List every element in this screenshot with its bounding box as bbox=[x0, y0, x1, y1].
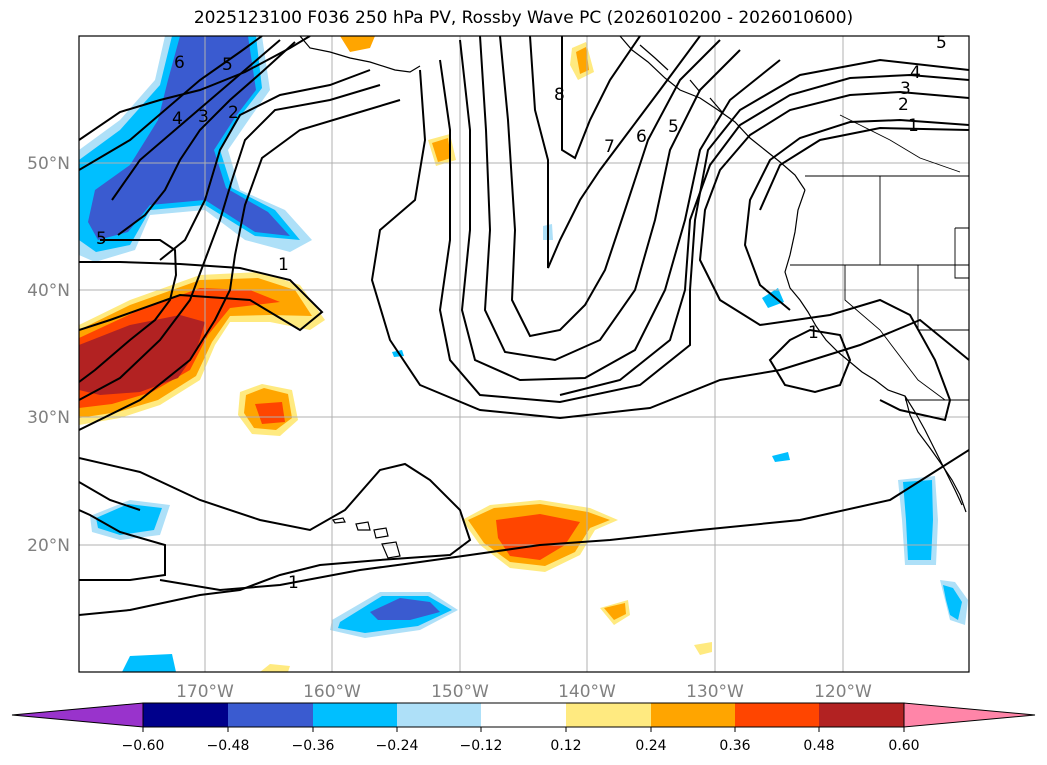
lon-label: 140°W bbox=[558, 682, 616, 702]
positive-anomaly-fills bbox=[79, 36, 712, 672]
contour-label: 1 bbox=[288, 573, 299, 593]
colorbar-extend-high bbox=[903, 702, 1036, 728]
colorbar-extend-low bbox=[11, 702, 144, 728]
contour-label: 5 bbox=[668, 117, 679, 137]
contour-label: 5 bbox=[222, 55, 233, 75]
contour-label: 1 bbox=[908, 116, 919, 136]
colorbar: −0.60 −0.48 −0.36 −0.24 −0.12 0.12 0.24 … bbox=[11, 702, 1036, 754]
colorbar-tick-label: −0.36 bbox=[292, 738, 335, 754]
colorbar-tick-label: 0.12 bbox=[550, 738, 581, 754]
lon-label: 170°W bbox=[176, 682, 234, 702]
colorbar-tick-label: −0.48 bbox=[207, 738, 250, 754]
contour-label: 6 bbox=[636, 127, 647, 147]
lon-label: 150°W bbox=[431, 682, 489, 702]
lon-label: 130°W bbox=[686, 682, 744, 702]
contour-label: 6 bbox=[174, 53, 185, 73]
contour-label: 3 bbox=[900, 79, 911, 99]
contour-labels: 6 5 4 3 2 1 5 1 1 8 7 6 5 4 3 2 1 5 bbox=[96, 33, 947, 593]
colorbar-segment bbox=[481, 703, 566, 727]
colorbar-segment bbox=[397, 703, 481, 727]
contour-label: 4 bbox=[910, 63, 921, 83]
contour-label: 1 bbox=[808, 323, 819, 343]
contour-label: 2 bbox=[228, 103, 239, 123]
state-borders bbox=[790, 114, 969, 401]
colorbar-tick-label: −0.24 bbox=[376, 738, 419, 754]
colorbar-tick-label: 0.48 bbox=[803, 738, 834, 754]
contour-label: 4 bbox=[172, 109, 183, 129]
map-area bbox=[79, 36, 969, 672]
lat-label: 50°N bbox=[27, 154, 70, 174]
contour-label: 7 bbox=[604, 137, 615, 157]
lat-label: 20°N bbox=[27, 536, 70, 556]
coastlines bbox=[299, 36, 967, 559]
colorbar-segment bbox=[228, 703, 313, 727]
colorbar-segment bbox=[651, 703, 735, 727]
colorbar-ticks bbox=[142, 727, 905, 732]
longitude-labels: 170°W 160°W 150°W 140°W 130°W 120°W bbox=[176, 682, 872, 702]
colorbar-tick-label: 0.60 bbox=[888, 738, 919, 754]
colorbar-segment bbox=[143, 703, 228, 727]
pv-contours bbox=[79, 36, 969, 616]
colorbar-segment bbox=[735, 703, 819, 727]
lon-label: 160°W bbox=[303, 682, 361, 702]
lat-label: 40°N bbox=[27, 281, 70, 301]
latitude-labels: 50°N 40°N 30°N 20°N bbox=[27, 154, 70, 556]
colorbar-segment bbox=[313, 703, 397, 727]
colorbar-tick-label: −0.60 bbox=[122, 738, 165, 754]
lat-label: 30°N bbox=[27, 408, 70, 428]
colorbar-segment bbox=[566, 703, 651, 727]
contour-label: 1 bbox=[278, 255, 289, 275]
lon-label: 120°W bbox=[814, 682, 872, 702]
contour-label: 5 bbox=[96, 229, 107, 249]
contour-label: 2 bbox=[898, 95, 909, 115]
contour-label: 3 bbox=[198, 107, 209, 127]
map-title: 2025123100 F036 250 hPa PV, Rossby Wave … bbox=[193, 8, 854, 28]
colorbar-tick-label: 0.36 bbox=[719, 738, 750, 754]
map-frame bbox=[78, 35, 970, 673]
colorbar-segment bbox=[819, 703, 904, 727]
colorbar-tick-label: −0.12 bbox=[460, 738, 503, 754]
contour-label: 8 bbox=[554, 85, 565, 105]
colorbar-tick-label: 0.24 bbox=[635, 738, 666, 754]
contour-label: 5 bbox=[936, 33, 947, 53]
graticule bbox=[79, 36, 969, 672]
